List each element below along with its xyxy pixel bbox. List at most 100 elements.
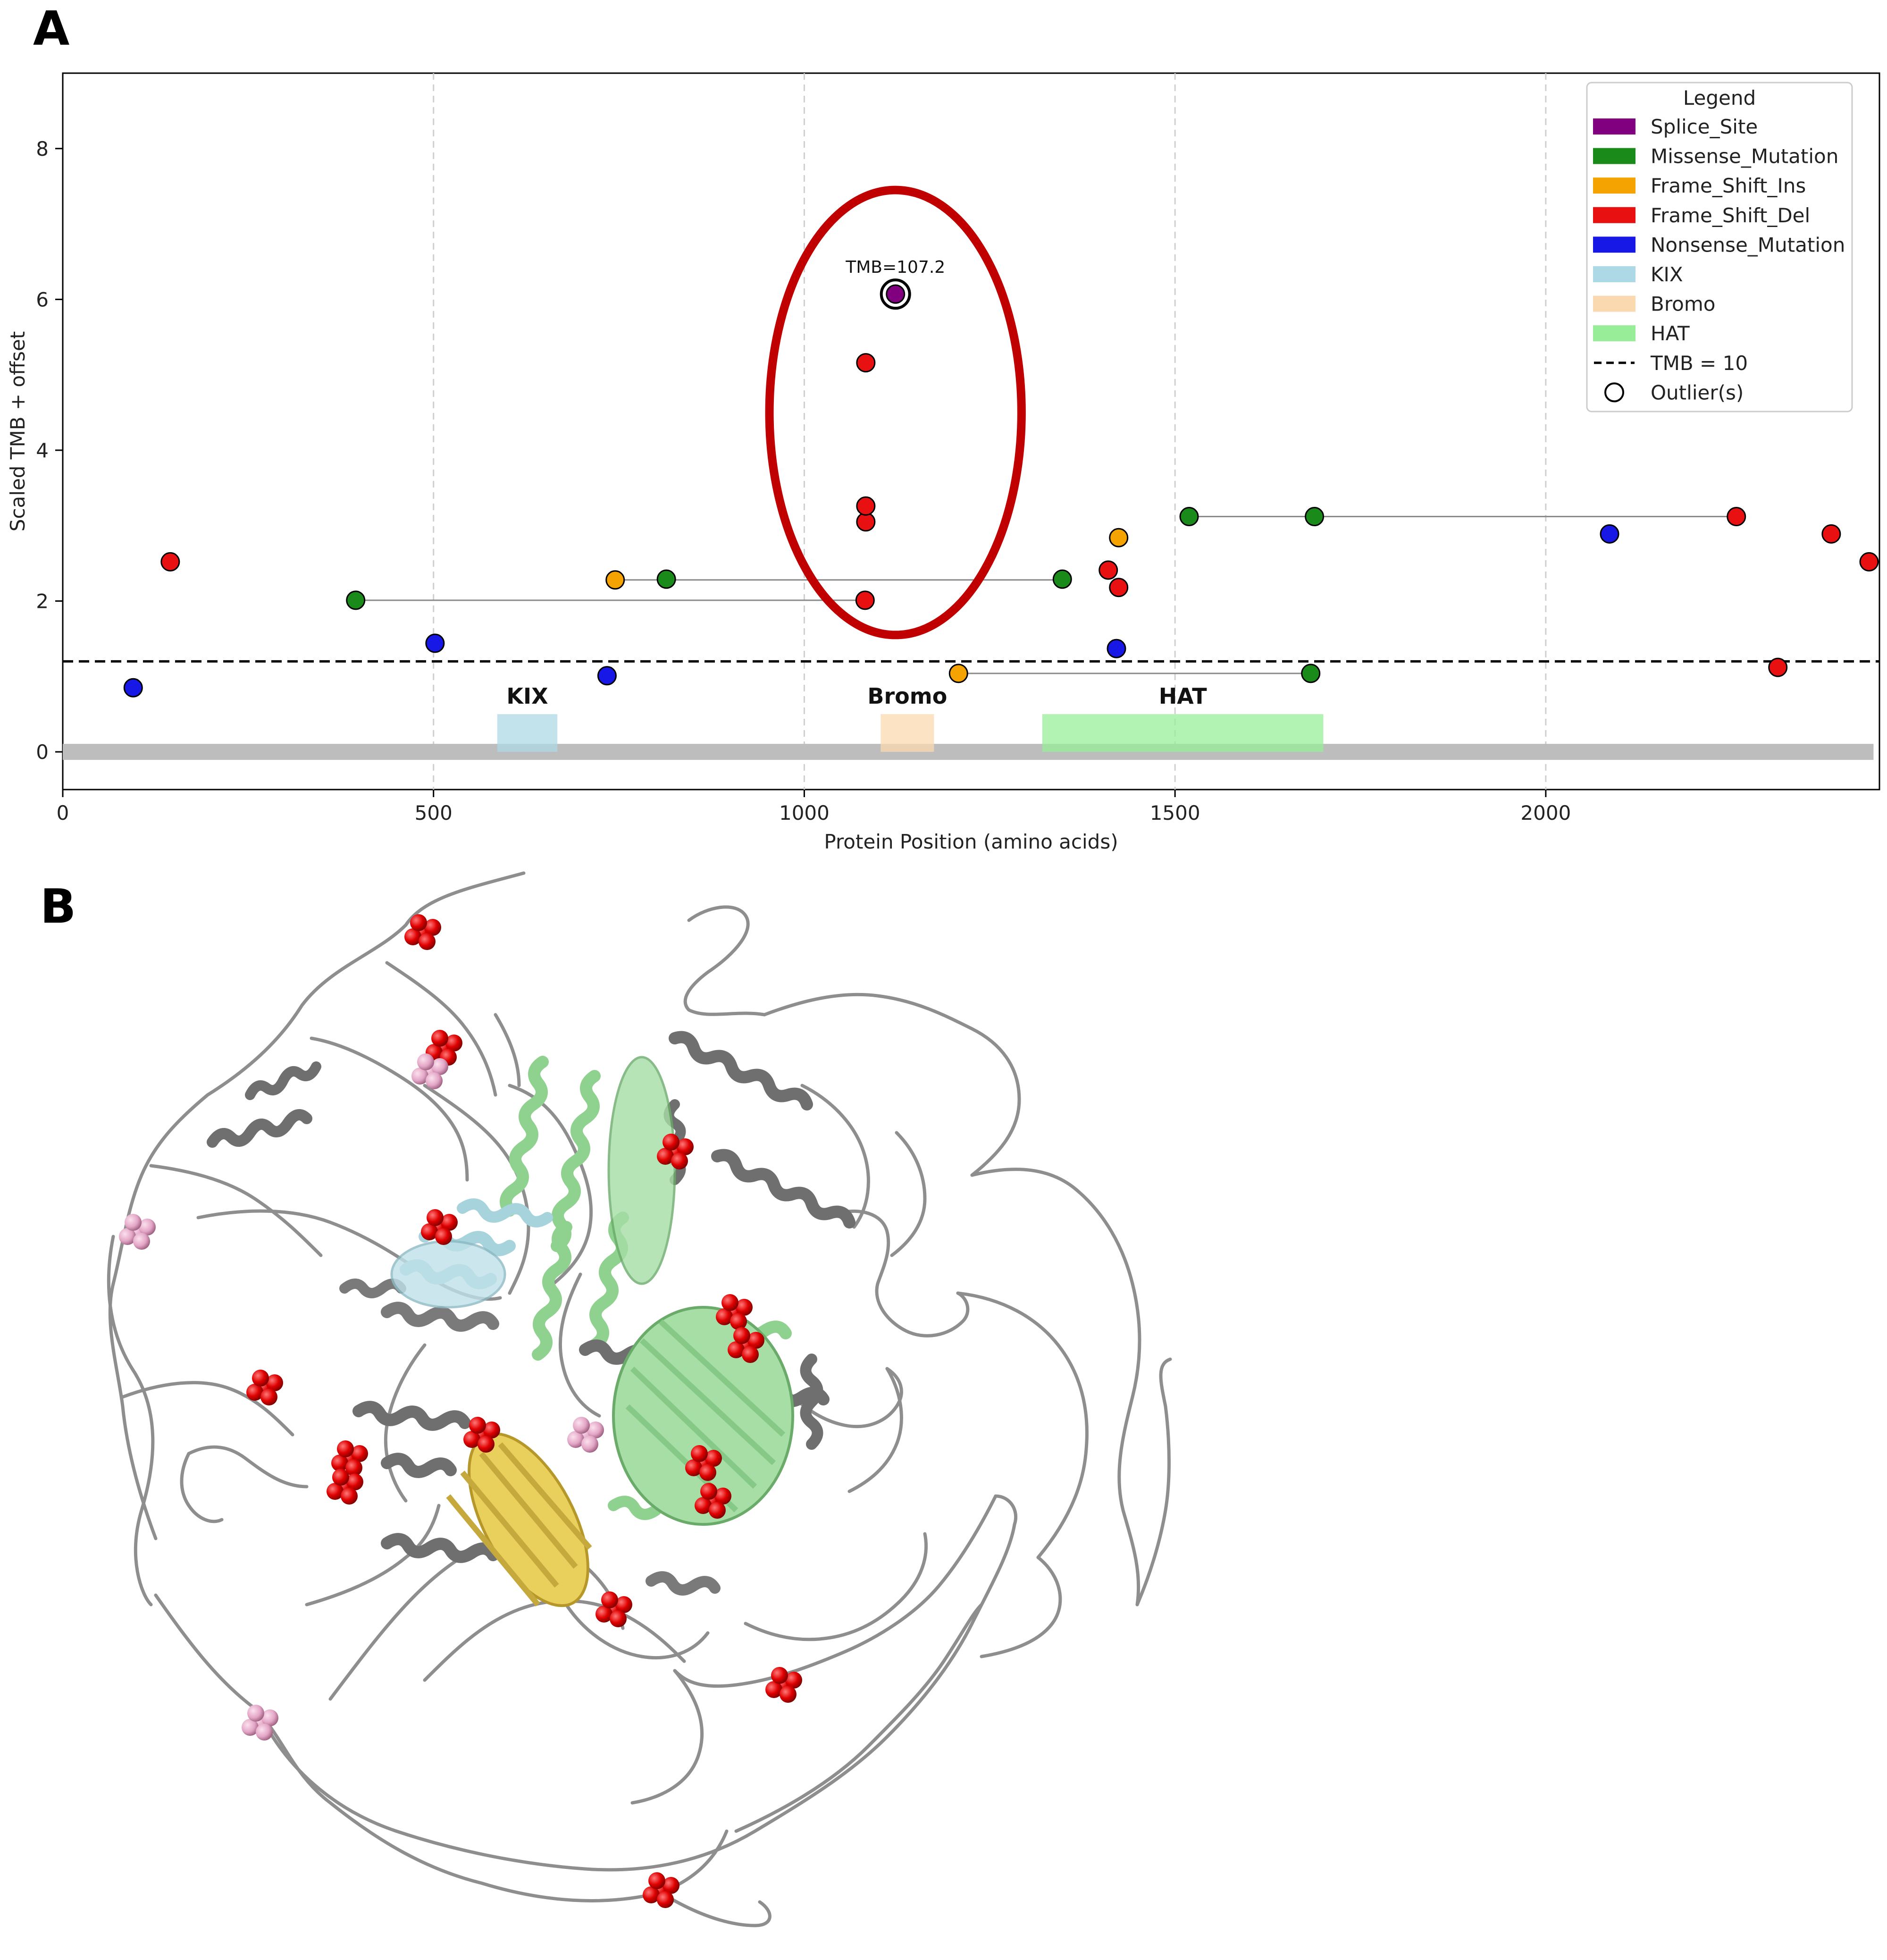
x-tick-label-500: 500 xyxy=(415,801,453,824)
legend-swatch-bromo xyxy=(1593,295,1635,312)
panel-a-label: A xyxy=(33,1,69,56)
point-missense-mutation-19 xyxy=(1301,664,1321,683)
point-layer: TMB=107.2 xyxy=(123,258,1879,698)
legend-label-bromo: Bromo xyxy=(1651,293,1715,316)
domain-bromo xyxy=(881,714,934,752)
point-frame-shift-del-7 xyxy=(855,590,875,610)
mutation-site-sphere-cluster-18 xyxy=(327,1469,363,1505)
legend-label-splice-site: Splice_Site xyxy=(1651,115,1758,138)
legend-label-missense-mutation: Missense_Mutation xyxy=(1651,145,1838,168)
x-tick-label-1500: 1500 xyxy=(1150,801,1200,824)
point-nonsense-mutation-0 xyxy=(123,678,143,698)
legend-label-outlier-s: Outlier(s) xyxy=(1651,381,1744,404)
mutation-site-sphere-cluster-17 xyxy=(643,1872,679,1908)
legend-swatch-kix xyxy=(1593,266,1635,282)
mutation-site-sphere-cluster-13 xyxy=(695,1483,731,1519)
x-tick-label-2000: 2000 xyxy=(1520,801,1571,824)
mutation-site-sphere-cluster-9 xyxy=(331,1440,368,1476)
legend: Legend Splice_Site Missense_Mutation Frame… xyxy=(1586,82,1853,412)
point-missense-mutation-18 xyxy=(1179,507,1199,527)
point-frame-shift-del-23 xyxy=(1768,657,1788,677)
mutation-site-sphere-cluster-10 xyxy=(463,1417,500,1453)
legend-swatch-frame-shift-ins xyxy=(1593,177,1635,194)
y-tick-label-4: 4 xyxy=(36,439,49,462)
point-missense-mutation-6 xyxy=(656,569,676,589)
legend-title: Legend xyxy=(1683,86,1756,109)
y-tick-label-8: 8 xyxy=(36,137,49,160)
domain-label-bromo: Bromo xyxy=(867,683,947,709)
structure-loops xyxy=(107,871,1172,1927)
highlight-ellipse xyxy=(765,185,1026,639)
domain-kix xyxy=(497,714,558,752)
mutation-site-sphere-cluster-12 xyxy=(685,1445,722,1481)
point-nonsense-mutation-21 xyxy=(1600,524,1619,544)
protein-structure-cartoon xyxy=(107,871,1172,1927)
point-frame-shift-ins-16 xyxy=(1109,528,1129,547)
legend-label-kix: KIX xyxy=(1651,263,1683,286)
mutation-site-sphere-cluster-16 xyxy=(242,1705,278,1741)
legend-swatch-outlier-s xyxy=(1604,382,1624,403)
legend-items: Splice_Site Missense_Mutation Frame_Shift_… xyxy=(1593,115,1845,404)
panel-b-label: B xyxy=(40,879,76,934)
point-splice-site-11 xyxy=(886,284,906,304)
x-tick-label-0: 0 xyxy=(57,801,69,824)
legend-label-frame-shift-ins: Frame_Shift_Ins xyxy=(1651,174,1806,197)
domain-label-kix: KIX xyxy=(506,683,548,709)
mutation-site-sphere-cluster-6 xyxy=(716,1294,753,1330)
mutation-site-sphere-cluster-8 xyxy=(246,1370,283,1405)
point-nonsense-mutation-4 xyxy=(597,666,617,686)
legend-label-hat: HAT xyxy=(1651,322,1690,345)
y-tick-label-2: 2 xyxy=(36,590,49,613)
protein-backbone-bar xyxy=(63,744,1874,760)
mutation-site-sphere-cluster-2 xyxy=(411,1053,448,1089)
legend-swatch-splice-site xyxy=(1593,118,1635,135)
y-tick-label-0: 0 xyxy=(36,740,49,764)
mutation-site-sphere-cluster-11 xyxy=(567,1417,604,1453)
point-frame-shift-del-1 xyxy=(160,552,180,572)
mutation-site-sphere-cluster-0 xyxy=(404,914,441,950)
point-missense-mutation-20 xyxy=(1305,507,1325,527)
axis-layer: 0 500 1000 1500 2000 0 2 4 6 8 KIX Bromo HAT xyxy=(36,137,1571,824)
legend-label-tmb-10: TMB = 10 xyxy=(1650,352,1748,375)
point-missense-mutation-13 xyxy=(1052,569,1072,589)
domain-label-hat: HAT xyxy=(1159,683,1208,709)
legend-box xyxy=(1586,82,1853,412)
x-axis-title: Protein Position (amino acids) xyxy=(824,830,1118,853)
mutation-site-sphere-cluster-14 xyxy=(595,1591,632,1627)
highlight-layer xyxy=(765,185,1026,639)
point-nonsense-mutation-15 xyxy=(1107,639,1126,658)
point-frame-shift-del-22 xyxy=(1727,507,1746,527)
y-tick-label-6: 6 xyxy=(36,288,49,311)
outlier-annotation: TMB=107.2 xyxy=(845,258,945,277)
mutation-site-sphere-cluster-5 xyxy=(657,1134,694,1169)
mutation-site-sphere-cluster-15 xyxy=(765,1667,802,1703)
legend-label-frame-shift-del: Frame_Shift_Del xyxy=(1651,204,1810,227)
point-frame-shift-del-9 xyxy=(856,496,876,516)
legend-swatch-hat xyxy=(1593,325,1635,342)
point-frame-shift-ins-12 xyxy=(948,664,968,683)
y-axis-title: Scaled TMB + offset xyxy=(6,331,29,531)
mutation-site-sphere-cluster-7 xyxy=(728,1327,764,1363)
point-frame-shift-del-10 xyxy=(856,353,876,373)
mutation-site-sphere-cluster-3 xyxy=(119,1214,156,1250)
mutation-site-sphere-cluster-4 xyxy=(421,1209,458,1245)
connector-layer xyxy=(355,516,1736,674)
point-frame-shift-del-17 xyxy=(1109,578,1129,597)
mutation-lollipop-plot: TMB=107.2 0 500 1000 1500 2000 0 2 4 6 8 KIX Bromo H… xyxy=(6,72,1880,853)
domain-layer xyxy=(63,714,1874,760)
point-nonsense-mutation-3 xyxy=(425,633,445,653)
domain-hat xyxy=(1042,714,1324,752)
point-missense-mutation-2 xyxy=(346,590,366,610)
legend-swatch-nonsense-mutation xyxy=(1593,236,1635,253)
legend-swatch-missense-mutation xyxy=(1593,148,1635,164)
plot-area xyxy=(62,72,1880,791)
point-frame-shift-del-24 xyxy=(1821,524,1841,544)
point-frame-shift-del-25 xyxy=(1859,552,1879,572)
grid-lines xyxy=(433,73,1547,790)
mutation-sites-spheres xyxy=(119,914,802,1908)
x-tick-label-1000: 1000 xyxy=(779,801,830,824)
legend-label-nonsense-mutation: Nonsense_Mutation xyxy=(1651,233,1845,256)
point-frame-shift-del-14 xyxy=(1099,560,1118,580)
point-frame-shift-ins-5 xyxy=(605,570,625,590)
